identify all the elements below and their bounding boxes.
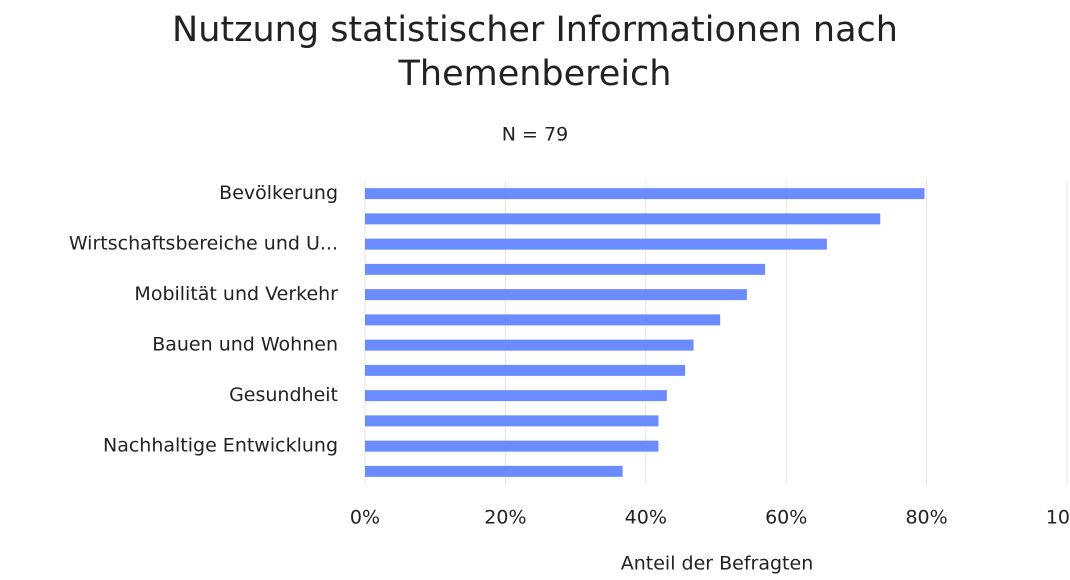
y-tick-label: Mobilität und Verkehr xyxy=(134,283,338,305)
chart-subtitle: N = 79 xyxy=(502,124,568,146)
x-tick-label: 80% xyxy=(905,507,947,529)
bar xyxy=(365,390,667,402)
x-tick-label: 60% xyxy=(765,507,807,529)
x-tick-label: 10... xyxy=(1046,507,1070,529)
bar xyxy=(365,440,659,452)
bar xyxy=(365,263,766,275)
bar xyxy=(365,314,721,326)
y-tick-label: Gesundheit xyxy=(229,384,338,406)
y-tick-label: Bauen und Wohnen xyxy=(152,334,338,356)
bar xyxy=(365,188,925,200)
chart-title: Nutzung statistischer Informationen nach… xyxy=(172,10,898,94)
x-tick-label: 40% xyxy=(625,507,667,529)
bar xyxy=(365,213,881,225)
bar xyxy=(365,339,694,351)
bar xyxy=(365,364,686,376)
bar xyxy=(365,415,659,427)
bar xyxy=(365,465,623,477)
x-tick-label: 0% xyxy=(350,507,380,529)
y-tick-label: Nachhaltige Entwicklung xyxy=(103,435,338,457)
y-tick-label: Bevölkerung xyxy=(219,182,338,204)
bar xyxy=(365,238,827,250)
bar xyxy=(365,289,747,301)
x-axis-label: Anteil der Befragten xyxy=(621,553,814,575)
x-tick-label: 20% xyxy=(484,507,526,529)
y-tick-label: Wirtschaftsbereiche und U... xyxy=(69,233,338,255)
